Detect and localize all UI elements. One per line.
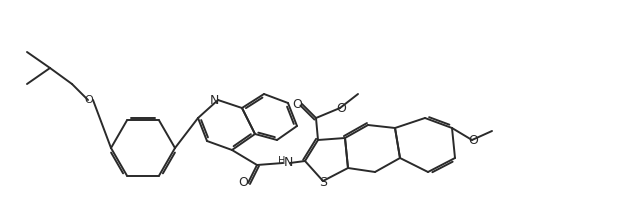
Text: N: N [209,93,219,107]
Text: N: N [283,157,293,169]
Text: S: S [319,176,327,188]
Text: O: O [238,176,248,190]
Text: O: O [468,134,478,147]
Text: H: H [278,156,286,166]
Text: O: O [85,95,93,105]
Text: O: O [336,101,346,114]
Text: O: O [292,97,302,111]
